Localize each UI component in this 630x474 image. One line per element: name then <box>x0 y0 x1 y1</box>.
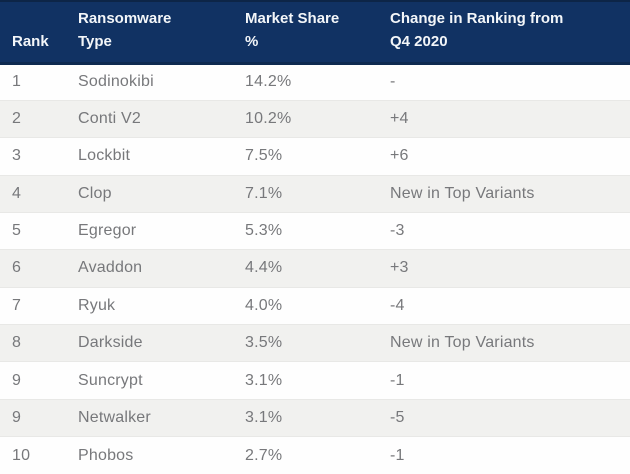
share-cell: 4.4% <box>245 259 283 277</box>
share-cell: 14.2% <box>245 73 292 91</box>
type-cell: Sodinokibi <box>78 73 154 91</box>
change-cell: -1 <box>390 371 405 389</box>
change-cell: +3 <box>390 259 409 277</box>
rank-cell: 6 <box>12 259 22 277</box>
rank-cell: 9 <box>12 408 22 426</box>
type-cell: Phobos <box>78 446 134 464</box>
share-cell: 5.3% <box>245 222 283 240</box>
table-row: 9 Suncrypt 3.1% -1 <box>0 361 630 400</box>
rank-cell: 10 <box>12 446 31 464</box>
change-cell: -1 <box>390 446 405 464</box>
column-header-rank: Rank <box>0 0 66 65</box>
column-header-type-label: Ransomware Type <box>78 9 172 50</box>
share-cell: 7.5% <box>245 147 283 165</box>
table-header: Rank Ransomware Type Market Share % Chan… <box>0 0 630 65</box>
rank-cell: 7 <box>12 296 22 314</box>
type-cell: Egregor <box>78 222 137 240</box>
type-cell: Suncrypt <box>78 371 143 389</box>
type-cell: Lockbit <box>78 147 131 165</box>
change-cell: +6 <box>390 147 409 165</box>
type-cell: Conti V2 <box>78 110 141 128</box>
rank-cell: 9 <box>12 371 22 389</box>
share-cell: 2.7% <box>245 446 283 464</box>
rank-cell: 4 <box>12 184 22 202</box>
table-row: 7 Ryuk 4.0% -4 <box>0 287 630 325</box>
column-header-type: Ransomware Type <box>66 0 233 65</box>
table-body: 1 Sodinokibi 14.2% - 2 Conti V2 10.2% +4… <box>0 63 630 474</box>
rank-cell: 1 <box>12 73 22 91</box>
table-row: 3 Lockbit 7.5% +6 <box>0 137 630 176</box>
change-cell: - <box>390 73 396 91</box>
table-row: 4 Clop 7.1% New in Top Variants <box>0 175 630 213</box>
share-cell: 3.1% <box>245 371 283 389</box>
change-cell: New in Top Variants <box>390 184 535 202</box>
column-header-change-label: Change in Ranking from Q4 2020 <box>390 9 564 50</box>
table-row: 2 Conti V2 10.2% +4 <box>0 100 630 138</box>
table-row: 1 Sodinokibi 14.2% - <box>0 63 630 101</box>
type-cell: Darkside <box>78 334 143 352</box>
share-cell: 10.2% <box>245 110 292 128</box>
header-row: Rank Ransomware Type Market Share % Chan… <box>0 0 630 65</box>
rank-cell: 8 <box>12 334 22 352</box>
type-cell: Avaddon <box>78 259 143 277</box>
change-cell: -3 <box>390 222 405 240</box>
column-header-rank-label: Rank <box>12 32 49 50</box>
change-cell: New in Top Variants <box>390 334 535 352</box>
rank-cell: 3 <box>12 147 22 165</box>
table-row: 5 Egregor 5.3% -3 <box>0 212 630 250</box>
change-cell: -5 <box>390 408 405 426</box>
type-cell: Netwalker <box>78 408 151 426</box>
change-cell: -4 <box>390 296 405 314</box>
column-header-change: Change in Ranking from Q4 2020 <box>378 0 630 65</box>
table-row: 9 Netwalker 3.1% -5 <box>0 399 630 437</box>
type-cell: Ryuk <box>78 296 116 314</box>
table-row: 8 Darkside 3.5% New in Top Variants <box>0 324 630 362</box>
share-cell: 4.0% <box>245 296 283 314</box>
share-cell: 3.1% <box>245 408 283 426</box>
rank-cell: 2 <box>12 110 22 128</box>
table-row: 10 Phobos 2.7% -1 <box>0 436 630 474</box>
rank-cell: 5 <box>12 222 22 240</box>
column-header-share-label: Market Share % <box>245 9 340 50</box>
table-row: 6 Avaddon 4.4% +3 <box>0 249 630 288</box>
type-cell: Clop <box>78 184 112 202</box>
share-cell: 7.1% <box>245 184 283 202</box>
share-cell: 3.5% <box>245 334 283 352</box>
change-cell: +4 <box>390 110 409 128</box>
column-header-share: Market Share % <box>233 0 378 65</box>
